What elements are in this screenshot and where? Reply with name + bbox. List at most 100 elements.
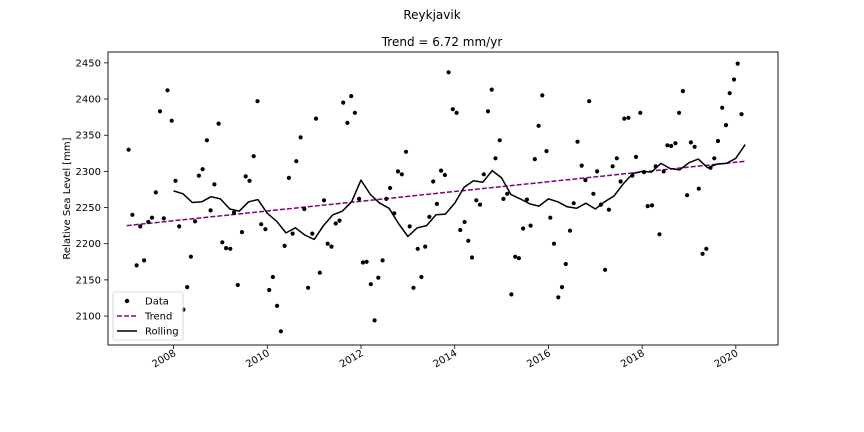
x-tick-label: 2018 [619, 348, 647, 370]
data-point [731, 77, 737, 82]
data-point [692, 144, 697, 149]
x-tick-label: 2012 [338, 348, 366, 370]
data-point [677, 110, 682, 115]
data-point [735, 61, 740, 66]
data-point [571, 201, 576, 206]
data-point [267, 287, 272, 293]
data-point [528, 223, 533, 228]
data-point [591, 191, 596, 196]
chart-title: Reykjavik [403, 8, 460, 22]
data-point [685, 193, 690, 198]
data-point [286, 175, 291, 180]
y-tick-label: 2450 [76, 58, 101, 69]
data-point [434, 201, 439, 206]
y-tick-label: 2250 [76, 203, 101, 214]
data-point [138, 224, 143, 229]
data-point [239, 230, 245, 235]
data-point [638, 110, 643, 115]
data-point [196, 173, 201, 178]
data-point [415, 246, 420, 251]
legend-rolling-label: Rolling [145, 327, 179, 338]
data-point [419, 274, 424, 280]
data-point [727, 91, 732, 96]
data-point [509, 292, 514, 297]
data-point [142, 258, 147, 263]
data-point [739, 112, 744, 117]
x-tick-label: 2008 [151, 348, 179, 370]
data-point [341, 100, 346, 105]
data-point [595, 169, 600, 174]
data-point [524, 197, 530, 202]
data-point [427, 214, 432, 219]
y-tick-label: 2350 [76, 131, 101, 142]
data-point [442, 172, 447, 178]
data-point [310, 231, 315, 236]
data-point [556, 295, 561, 300]
data-point [349, 94, 354, 99]
data-point [696, 186, 701, 191]
data-point [306, 285, 311, 290]
data-point [146, 219, 151, 225]
data-point [231, 210, 237, 215]
data-point [700, 251, 705, 256]
data-point [481, 172, 486, 177]
data-point [153, 190, 158, 195]
data-point [661, 169, 666, 174]
x-tick-label: 2020 [713, 348, 741, 370]
data-point [544, 149, 549, 154]
data-point [587, 99, 592, 104]
data-point [521, 226, 526, 231]
data-point [641, 170, 647, 175]
legend-data-label: Data [145, 297, 169, 308]
data-point [411, 285, 416, 290]
legend-trend-label: Trend [144, 312, 172, 323]
data-point [633, 154, 639, 159]
data-point [313, 116, 319, 121]
data-point [497, 138, 502, 143]
data-point [216, 121, 221, 126]
data-point [243, 174, 248, 179]
legend-data-marker [124, 298, 130, 304]
chart-subtitle: Trend = 6.72 mm/yr [381, 35, 503, 49]
plot-frame [107, 51, 779, 346]
data-point [712, 156, 717, 161]
data-point [278, 329, 283, 334]
data-point [360, 260, 365, 265]
data-point [228, 246, 233, 251]
data-point [317, 270, 322, 275]
data-point [294, 159, 299, 164]
data-point [673, 141, 678, 146]
y-tick-label: 2300 [76, 167, 101, 178]
data-point [399, 172, 404, 177]
data-point [403, 149, 409, 154]
legend: Data Trend Rolling [112, 291, 184, 341]
data-point [177, 224, 182, 229]
data-point [185, 285, 190, 290]
data-point [325, 241, 330, 246]
rolling-line [173, 144, 746, 241]
data-point [255, 99, 260, 104]
data-point [513, 254, 518, 259]
data-point [224, 246, 229, 251]
y-tick-label: 2400 [76, 95, 101, 106]
data-point [337, 218, 342, 223]
data-point [259, 222, 264, 227]
x-tick-label: 2014 [432, 348, 460, 370]
data-point [540, 93, 545, 98]
data-point [450, 107, 455, 112]
x-tick-label: 2016 [525, 348, 553, 370]
data-point [376, 275, 381, 280]
data-point [606, 207, 612, 212]
data-point [559, 285, 565, 290]
data-point [380, 258, 385, 263]
data-point [622, 116, 627, 121]
data-point [431, 179, 436, 184]
data-point [282, 243, 287, 248]
data-point [575, 139, 580, 144]
data-point [610, 164, 615, 169]
data-point [333, 221, 338, 226]
data-point [439, 168, 444, 173]
data-point [645, 204, 650, 209]
data-point [505, 191, 510, 196]
data-point [720, 105, 725, 110]
